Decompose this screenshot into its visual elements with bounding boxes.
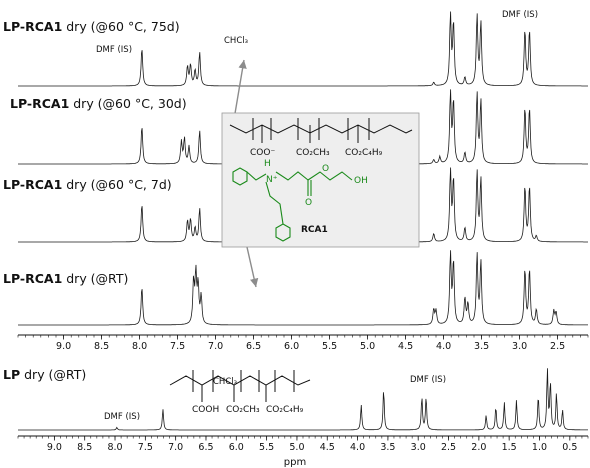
rca1-name: RCA1 xyxy=(301,225,328,235)
tick-label: 1.5 xyxy=(502,442,517,453)
peak-0-11 xyxy=(524,29,525,30)
tick-label: 7.0 xyxy=(208,341,223,352)
peak-4-7 xyxy=(495,406,496,407)
trace-label-30d: LP-RCA1 dry (@60 °C, 30d) xyxy=(10,96,187,111)
tick-label: 2.5 xyxy=(550,341,565,352)
rca1-carbonyl-o: O xyxy=(305,198,312,208)
peak-3-13 xyxy=(524,268,525,269)
rca1-polymer-backbone xyxy=(229,118,413,143)
trace-label-75d: LP-RCA1 dry (@60 °C, 75d) xyxy=(3,19,180,34)
peak-2-12 xyxy=(529,185,530,186)
tick-label: 8.5 xyxy=(77,442,92,453)
tick-label: 4.0 xyxy=(350,442,365,453)
lp-group-1: COOH xyxy=(192,405,219,415)
tick-label: 6.0 xyxy=(284,341,299,352)
peak-1-13 xyxy=(529,107,530,108)
annotation-dmf-is: DMF (IS) xyxy=(96,45,132,55)
trace-label-lp: LP dry (@RT) xyxy=(3,367,86,382)
tick-label: 2.5 xyxy=(441,442,456,453)
tick-label: 7.5 xyxy=(138,442,153,453)
x-axis-upper: 9.0 8.5 8.0 7.5 7.0 6.5 6.0 5.5 5.0 4.5 4.0 3.5 3.0 2… xyxy=(17,334,589,352)
annotation-lp-dmf-is-2: DMF (IS) xyxy=(410,375,446,385)
tick-label: 8.5 xyxy=(94,341,109,352)
tick-label: 6.5 xyxy=(198,442,213,453)
tick-label: 4.5 xyxy=(320,442,335,453)
tick-label: 6.0 xyxy=(229,442,244,453)
annotation-lp-dmf-is: DMF (IS) xyxy=(104,412,140,422)
peak-1-12 xyxy=(524,107,525,108)
tick-label: 5.0 xyxy=(289,442,304,453)
tick-label: 5.0 xyxy=(360,341,375,352)
lp-structure: COOH CO₂CH₃ CO₂C₄H₉ xyxy=(169,370,311,415)
tick-label: 8.0 xyxy=(132,341,147,352)
rca1-ester-o: O xyxy=(322,164,329,174)
peak-4-10 xyxy=(538,395,539,396)
peak-3-0 xyxy=(141,286,142,287)
x-axis-title: ppm xyxy=(284,457,306,468)
tick-label: 9.0 xyxy=(47,442,62,453)
rca1-h: H xyxy=(264,159,271,169)
trace-label-7d: LP-RCA1 dry (@60 °C, 7d) xyxy=(3,177,172,192)
tick-label: 1.0 xyxy=(532,442,547,453)
tick-label: 6.5 xyxy=(246,341,261,352)
rca1-amine: N⁺ xyxy=(266,175,278,185)
tick-label: 8.0 xyxy=(107,442,122,453)
tick-label: 4.5 xyxy=(398,341,413,352)
rca1-molecule xyxy=(232,167,353,242)
rca1-group-2: CO₂CH₃ xyxy=(296,148,330,158)
peak-4-4 xyxy=(421,396,422,397)
annotation-lp-chcl3: CHCl₃ xyxy=(213,377,237,387)
tick-label: 0.5 xyxy=(562,442,577,453)
tick-label: 9.0 xyxy=(56,341,71,352)
annotation-chcl3: CHCl₃ xyxy=(224,36,248,46)
rca1-oh: OH xyxy=(354,176,368,186)
rca1-structure-box: COO⁻ CO₂CH₃ CO₂C₄H₉ N⁺ H O O OH RCA1 xyxy=(221,112,420,248)
lp-group-3: CO₂C₄H₉ xyxy=(266,405,304,415)
spectrum-line-3 xyxy=(18,250,588,326)
peak-2-11 xyxy=(524,185,525,186)
peak-0-0 xyxy=(141,47,142,48)
x-axis-lower: 9.0 8.5 8.0 7.5 7.0 6.5 6.0 5.5 5.0 4.5 4.0 3.5 3.0 2… xyxy=(17,435,589,453)
peak-0-12 xyxy=(529,29,530,30)
peak-2-0 xyxy=(141,203,142,204)
tick-label: 5.5 xyxy=(322,341,337,352)
trace-label-rt: LP-RCA1 dry (@RT) xyxy=(3,271,128,286)
tick-label: 2.0 xyxy=(471,442,486,453)
annotation-dmf-is-2: DMF (IS) xyxy=(502,10,538,20)
peak-4-3 xyxy=(383,389,384,390)
spectrum-line-4 xyxy=(18,368,588,431)
rca1-group-3: CO₂C₄H₉ xyxy=(345,148,383,158)
tick-label: 3.5 xyxy=(474,341,489,352)
tick-label: 5.5 xyxy=(259,442,274,453)
lp-group-2: CO₂CH₃ xyxy=(226,405,260,415)
rca1-group-1: COO⁻ xyxy=(250,148,275,158)
peak-4-12 xyxy=(550,382,551,383)
tick-label: 7.5 xyxy=(170,341,185,352)
spectrum-line-0 xyxy=(18,11,588,87)
tick-label: 3.5 xyxy=(380,442,395,453)
tick-label: 4.0 xyxy=(436,341,451,352)
peak-3-14 xyxy=(529,268,530,269)
peak-1-0 xyxy=(141,125,142,126)
tick-label: 7.0 xyxy=(168,442,183,453)
peak-4-5 xyxy=(426,396,427,397)
tick-label: 3.0 xyxy=(411,442,426,453)
tick-label: 3.0 xyxy=(512,341,527,352)
